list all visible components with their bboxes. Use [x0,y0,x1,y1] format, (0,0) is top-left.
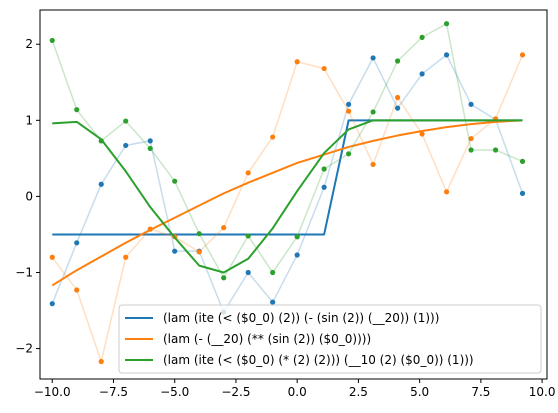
series-1-point [294,252,300,258]
x-tick-label: −10.0 [34,385,71,399]
y-tick-label: 1 [25,113,33,127]
series-2 [49,52,526,365]
x-tick-label: −7.5 [99,385,128,399]
series-2-point [196,249,202,255]
legend: (lam (ite (< ($0_0) (2)) (- (sin (2)) (_… [118,304,542,374]
series-1-point [147,138,153,144]
y-tick-label: 0 [25,189,33,203]
series-3-point [394,58,401,64]
series-1-point [270,299,276,305]
series-1-data-line [51,53,524,314]
series-1-point [245,269,251,276]
x-tick-label: 5.0 [410,385,429,399]
series-2-point [419,131,425,137]
series-1-point [443,52,450,58]
axes: −10.0 −7.5 −5.0 −2.5 0.0 2.5 5.0 7.5 10.0 −2 −1 0 1 2 [15,9,556,399]
series-3-data-line [51,22,523,280]
series-2-point [49,254,55,260]
y-tick-label: 2 [25,37,33,51]
series-1-point [49,301,55,307]
series-1-point [74,240,80,246]
series-1-point [370,55,376,61]
series-3-point [74,107,80,113]
x-tick-label: 10.0 [529,385,556,399]
legend-label-1: (lam (ite (< ($0_0) (2)) (- (sin (2)) (_… [163,311,439,325]
x-tick-label: −5.0 [160,385,189,399]
series-2-point [370,161,376,168]
series-3-point [492,147,499,153]
series-2-point [123,254,129,260]
series-2-point [98,358,104,365]
series-3 [49,21,526,281]
y-tick-label: −2 [15,342,33,356]
series-3-point [270,269,276,276]
series-3-point [443,21,450,27]
series-2-point [74,287,80,293]
series-1-point [98,181,104,187]
series-3-point [221,275,227,281]
series-1-point [321,184,327,190]
series-3-point [245,233,251,239]
legend-label-2: (lam (- (__20) (** (sin (2)) ($0_0)))) [163,332,371,346]
series-2-point [468,135,474,142]
series-2-point [270,134,276,140]
series-3-point [419,34,425,40]
legend-box [118,304,542,374]
y-tick-label: −1 [15,265,33,279]
series-3-point [321,166,327,172]
series-1-point [419,71,425,77]
series-3-point [370,109,376,115]
series-3-point [468,147,474,153]
series-1-point [346,101,352,107]
series-2-data-line [51,54,524,365]
series-2-point [346,108,352,114]
series-2-point [443,189,450,195]
series-3-point [147,145,153,152]
series-3-point [346,151,352,157]
x-tick-label: −2.5 [221,385,250,399]
x-tick-label: 2.5 [349,385,368,399]
series-2-point [321,65,327,72]
series-2-point [294,59,300,65]
series-3-point [196,231,202,237]
series-1-point [468,101,474,107]
series-3-point [49,37,55,44]
series-2-point [394,94,401,101]
series-1-point [123,142,129,149]
series-3-fit-line [52,119,523,274]
series-2-point [519,52,526,58]
series-3-point [172,178,178,184]
series-1-point [172,248,178,254]
x-tick-label: 7.5 [471,385,490,399]
series-2-fit-line [51,119,523,287]
series-1-point [394,105,401,111]
plot-area [49,21,526,365]
x-tick-label: 0.0 [288,385,307,399]
series-3-point [123,118,129,124]
series-2-point [245,170,251,176]
series-1-point [519,190,526,196]
series-2-point [221,225,227,231]
series-3-point [294,234,300,240]
axes-frame [39,9,548,380]
series-3-point [519,158,526,164]
legend-label-3: (lam (ite (< ($0_0) (* (2) (2))) (__10 (… [163,353,474,367]
